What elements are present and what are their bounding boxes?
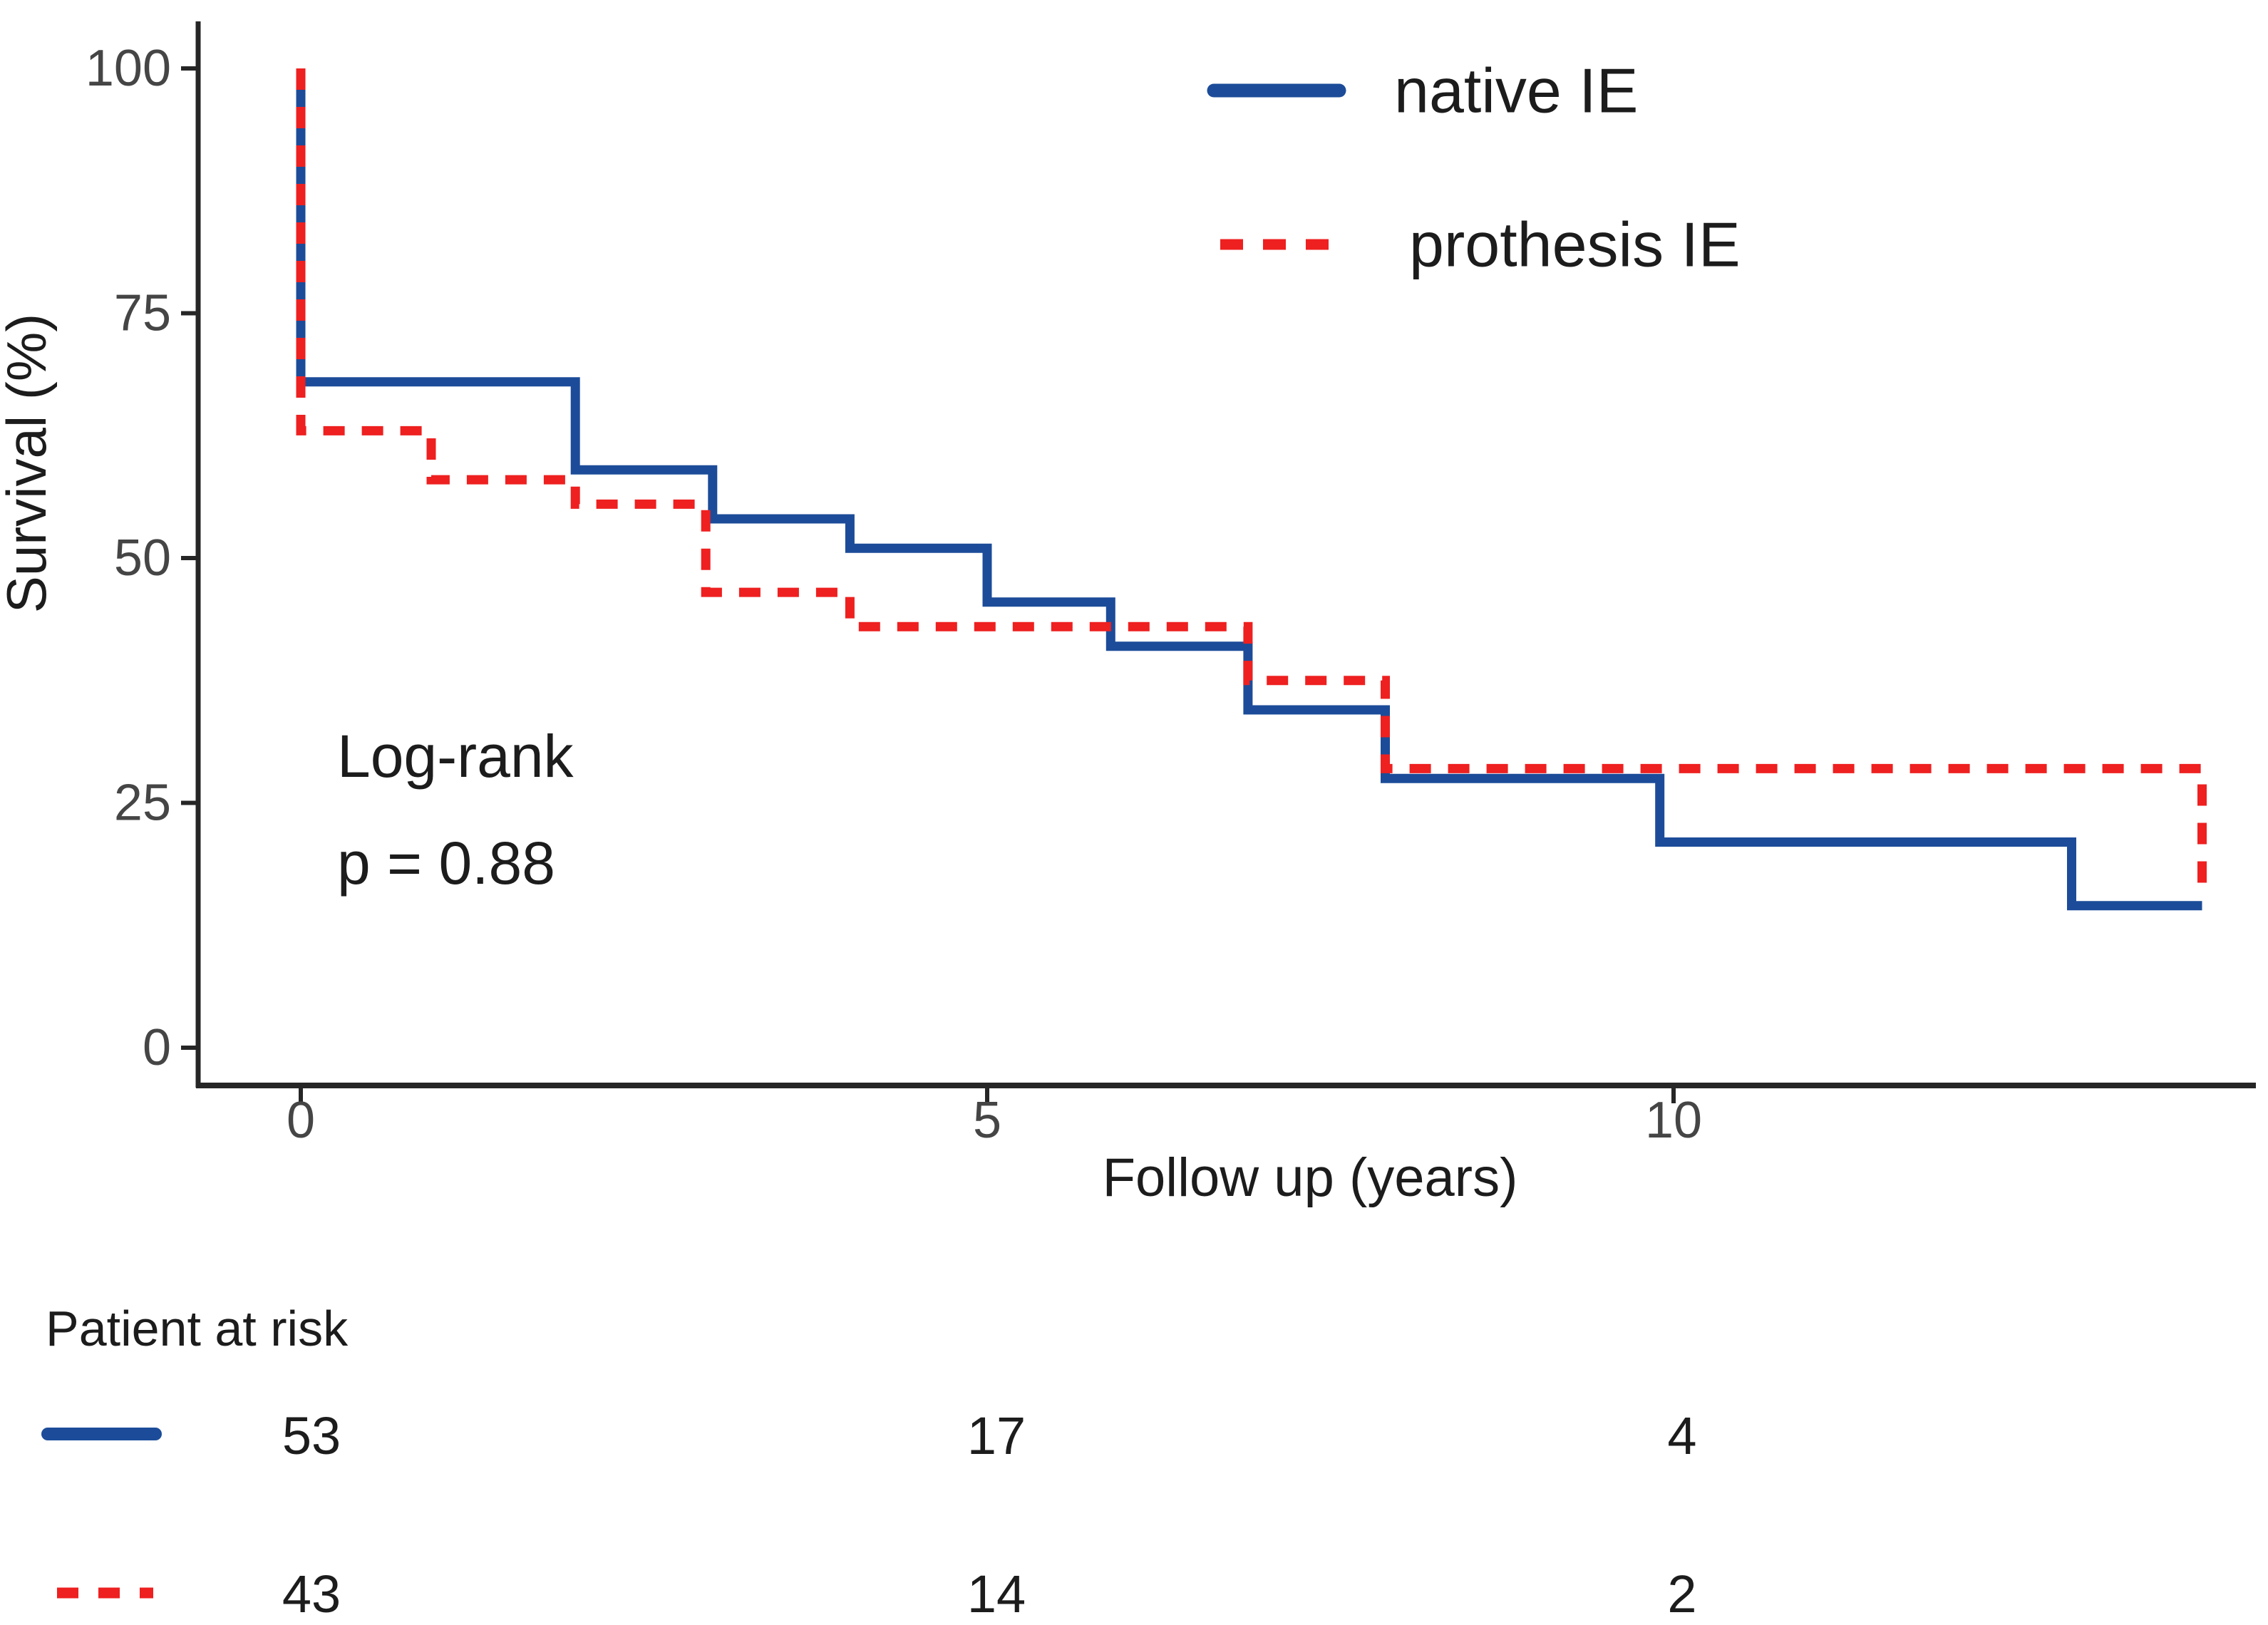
risk-count-native-t5: 17: [967, 1406, 1026, 1465]
x-tick-label-5: 5: [973, 1092, 1001, 1149]
y-tick-label-0: 0: [143, 1019, 171, 1076]
km-curve-native-ie: [296, 68, 2202, 911]
y-axis-tick-labels: 100 75 50 25 0: [86, 40, 171, 1076]
x-axis-ticks: [299, 1085, 1676, 1103]
legend: native IE prothesis IE: [1207, 56, 1741, 280]
x-axis-title: Follow up (years): [1103, 1147, 1518, 1208]
x-axis-tick-labels: 0 5 10: [287, 1092, 1702, 1149]
legend-label-native-ie: native IE: [1394, 56, 1638, 126]
y-tick-label-100: 100: [86, 40, 171, 97]
legend-label-prothesis-ie: prothesis IE: [1409, 210, 1741, 280]
y-tick-label-25: 25: [114, 775, 171, 832]
y-axis-ticks: [181, 66, 198, 1050]
risk-count-native-t10: 4: [1667, 1406, 1696, 1465]
p-value-annotation: p = 0.88: [337, 830, 555, 897]
risk-count-native-t0: 53: [282, 1406, 341, 1465]
risk-count-prothesis-t10: 2: [1667, 1564, 1696, 1624]
km-curves: [296, 68, 2207, 911]
y-axis-title: Survival (%): [0, 314, 58, 613]
risk-count-prothesis-t5: 14: [967, 1564, 1026, 1624]
risk-table-row-native: 53 17 4: [41, 1406, 1697, 1465]
y-tick-label-75: 75: [114, 285, 171, 342]
risk-count-prothesis-t0: 43: [282, 1564, 341, 1624]
risk-table-row-prothesis: 43 14 2: [57, 1564, 1697, 1624]
annotations: Log-rank p = 0.88: [337, 723, 574, 897]
risk-table: Patient at risk 53 17 4 43 14 2: [41, 1301, 1697, 1624]
y-tick-label-50: 50: [114, 530, 171, 587]
risk-table-title: Patient at risk: [46, 1301, 349, 1356]
x-tick-label-10: 10: [1645, 1092, 1702, 1149]
x-tick-label-0: 0: [287, 1092, 315, 1149]
km-curve-prothesis-ie: [296, 68, 2207, 896]
logrank-annotation: Log-rank: [337, 723, 574, 790]
